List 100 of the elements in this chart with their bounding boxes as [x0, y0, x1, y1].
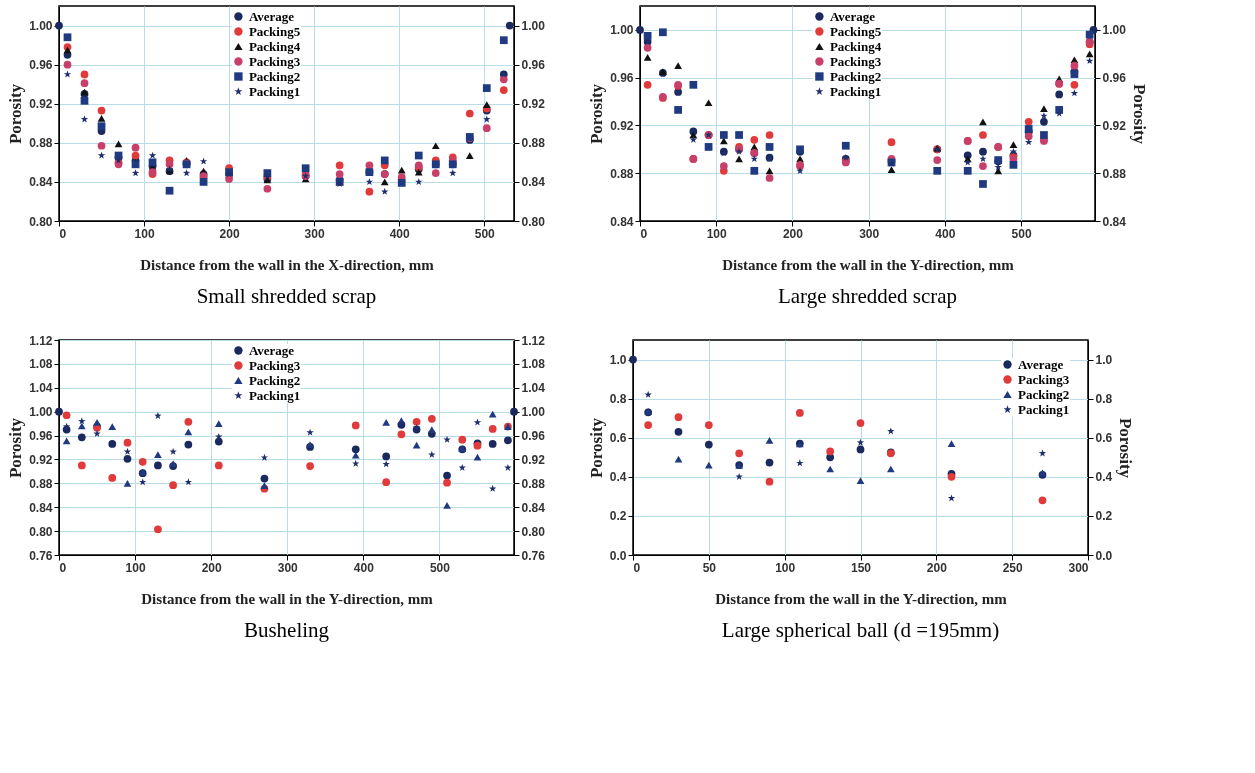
legend-label: Average	[248, 342, 295, 358]
x-tick-label: 400	[935, 226, 956, 241]
y2-tick-label: 1.0	[1095, 353, 1113, 368]
legend-label: Packing3	[248, 53, 301, 69]
y-tick-label: 1.0	[609, 353, 627, 368]
legend-label: Packing1	[248, 83, 301, 99]
y-tick-label: 0.92	[29, 97, 53, 112]
text: Large shredded scrap	[777, 284, 958, 308]
legend-label: Packing3	[1018, 371, 1070, 387]
y-tick-label: 1.04	[29, 381, 53, 396]
legend-label: Packing1	[829, 83, 882, 99]
x-tick-label: 0	[633, 560, 641, 575]
y-tick-label: 1.00	[29, 405, 53, 420]
y2-tick-label: 0.2	[1095, 509, 1113, 524]
x-axis-title: Distance from the wall in the Y-direction, mm	[715, 590, 1008, 607]
legend-label: Packing5	[248, 23, 301, 39]
x-axis-title: Distance from the wall in the Y-direction, mm	[141, 590, 434, 607]
y-tick-label: 0.92	[610, 118, 634, 133]
y2-tick-label: 0.88	[1102, 166, 1127, 181]
x-tick-label: 400	[353, 560, 375, 575]
legend-label: Packing4	[248, 38, 301, 54]
y-tick-label: 0.96	[29, 58, 53, 73]
y2-tick-label: 0.8	[1095, 392, 1113, 407]
text: Busheling	[243, 618, 330, 642]
y-tick-label: 0.84	[29, 175, 53, 190]
x-tick-label: 250	[1002, 560, 1023, 575]
y2-tick-label: 1.12	[521, 333, 546, 348]
y2-tick-label: 0.4	[1095, 470, 1113, 485]
y-tick-label: 0.4	[609, 470, 627, 485]
x-tick-label: 50	[702, 560, 717, 575]
legend-label: Packing2	[829, 68, 882, 84]
legend-label: Packing4	[829, 38, 882, 54]
y2-tick-label: 0.76	[521, 548, 546, 563]
text: Small shredded scrap	[196, 284, 377, 308]
y-tick-label: 0.80	[29, 524, 53, 539]
y2-tick-label: 0.84	[1102, 214, 1127, 229]
x-tick-label: 400	[389, 226, 411, 241]
y2-tick-label: 0.84	[521, 500, 546, 515]
y-axis-title: Porosity	[6, 417, 26, 479]
legend-label: Packing3	[248, 357, 301, 373]
y-axis-title: Porosity	[587, 83, 607, 145]
y-tick-label: 0.80	[29, 214, 53, 229]
y-tick-label: 0.92	[29, 452, 53, 467]
legend-label: Average	[1018, 356, 1064, 372]
x-tick-label: 100	[125, 560, 146, 575]
y-tick-label: 0.2	[609, 509, 627, 524]
y-tick-label: 1.00	[29, 19, 53, 34]
x-tick-label: 100	[706, 226, 728, 241]
y2-tick-label: 0.92	[521, 97, 546, 112]
y-tick-label: 0.88	[29, 476, 53, 491]
y2-tick-label: 0.92	[521, 452, 546, 467]
x-tick-label: 300	[859, 226, 880, 241]
y2-tick-label: 1.00	[521, 19, 546, 34]
x-tick-label: 100	[134, 226, 155, 241]
y-tick-label: 1.12	[29, 333, 53, 348]
y-tick-label: 0.88	[29, 136, 53, 151]
x-tick-label: 300	[304, 226, 325, 241]
y2-tick-label: 0.80	[521, 524, 546, 539]
y2-axis-title: Porosity	[1116, 417, 1136, 479]
y2-tick-label: 0.80	[521, 214, 546, 229]
y-tick-label: 0.84	[610, 214, 634, 229]
x-axis-title: Distance from the wall in the X-direction, mm	[140, 256, 435, 273]
y2-tick-label: 0.6	[1095, 431, 1113, 446]
legend-label: Packing2	[1018, 386, 1070, 402]
x-tick-label: 300	[1068, 560, 1089, 575]
x-tick-label: 500	[1011, 226, 1032, 241]
y-axis-title: Porosity	[586, 417, 606, 479]
y2-tick-label: 0.96	[521, 429, 546, 444]
x-tick-label: 200	[926, 560, 948, 575]
legend-label: Average	[829, 8, 876, 24]
y2-tick-label: 0.0	[1095, 548, 1113, 563]
legend-label: Packing3	[829, 53, 882, 69]
x-tick-label: 0	[640, 226, 648, 241]
legend-label: Packing1	[248, 387, 301, 403]
y-tick-label: 1.00	[610, 23, 634, 38]
legend-label: Packing2	[248, 68, 301, 84]
y2-tick-label: 0.96	[521, 58, 546, 73]
y-tick-label: 0.88	[610, 166, 634, 181]
y2-tick-label: 0.84	[521, 175, 546, 190]
x-tick-label: 200	[782, 226, 804, 241]
x-tick-label: 150	[850, 560, 872, 575]
y2-tick-label: 0.92	[1102, 118, 1127, 133]
x-tick-label: 200	[201, 560, 223, 575]
y-tick-label: 0.8	[609, 392, 627, 407]
legend-label: Packing5	[829, 23, 882, 39]
x-axis-title: Distance from the wall in the Y-direction, mm	[722, 256, 1015, 273]
y-tick-label: 0.76	[29, 548, 53, 563]
y-tick-label: 0.6	[609, 431, 627, 446]
x-tick-label: 200	[219, 226, 240, 241]
y2-tick-label: 1.04	[521, 381, 546, 396]
y-tick-label: 0.96	[29, 429, 53, 444]
y2-tick-label: 0.88	[521, 476, 546, 491]
y2-tick-label: 1.00	[521, 405, 546, 420]
y2-tick-label: 1.00	[1102, 23, 1127, 38]
y2-tick-label: 0.96	[1102, 71, 1127, 86]
legend-label: Packing1	[1018, 401, 1070, 417]
y-tick-label: 1.08	[29, 357, 53, 372]
y2-tick-label: 1.08	[521, 357, 546, 372]
y-axis-title: Porosity	[6, 83, 26, 145]
x-tick-label: 0	[59, 560, 67, 575]
